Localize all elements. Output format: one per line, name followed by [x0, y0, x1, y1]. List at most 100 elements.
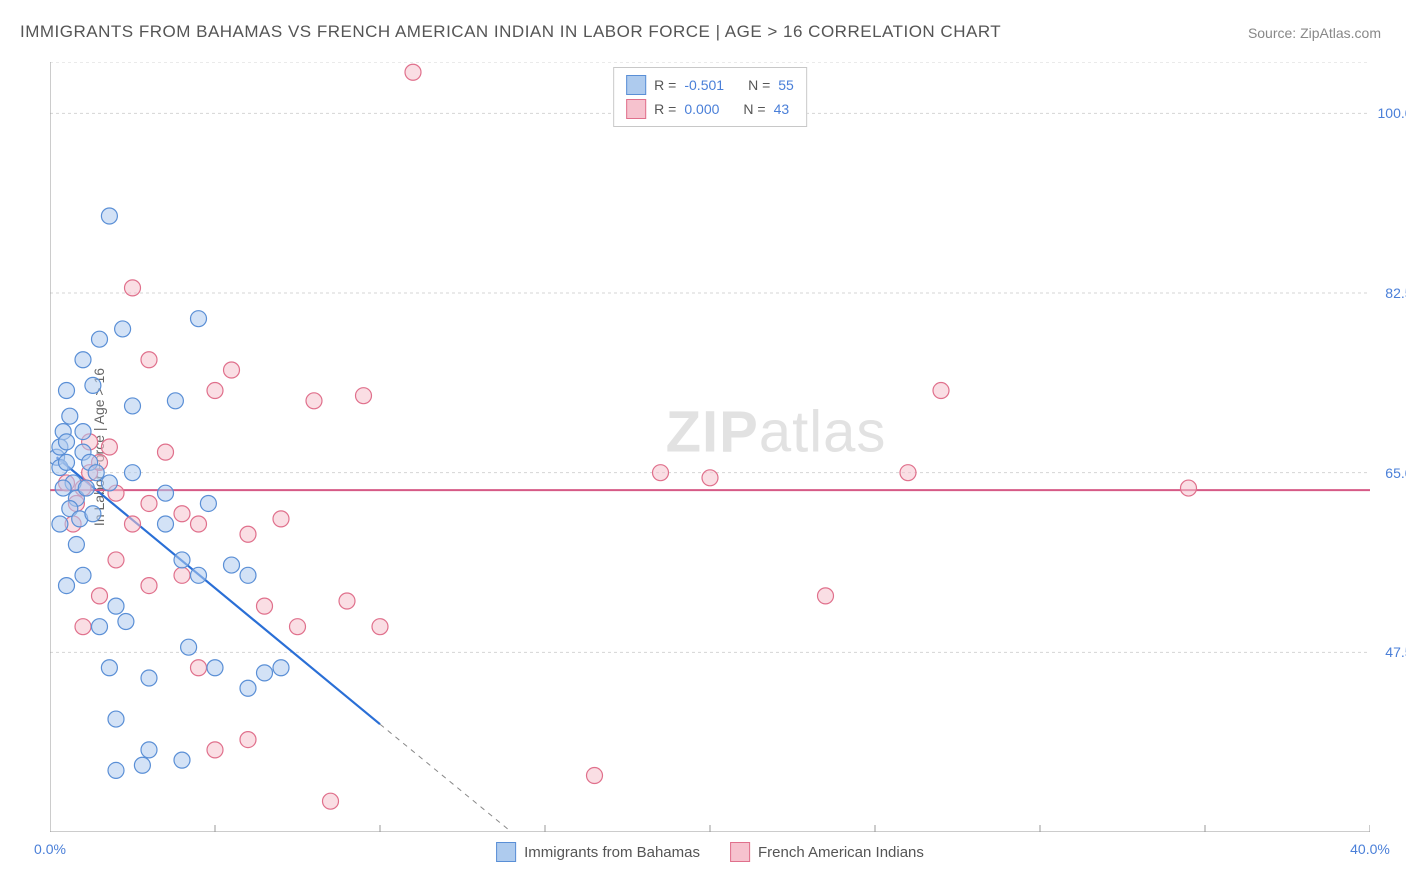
data-point — [224, 557, 240, 573]
data-point — [75, 619, 91, 635]
data-point — [653, 465, 669, 481]
x-tick-label: 0.0% — [34, 841, 66, 857]
data-point — [158, 485, 174, 501]
legend-swatch-1 — [626, 99, 646, 119]
data-point — [273, 511, 289, 527]
data-point — [125, 280, 141, 296]
data-point — [1181, 480, 1197, 496]
data-point — [134, 757, 150, 773]
data-point — [85, 377, 101, 393]
data-point — [92, 619, 108, 635]
data-point — [207, 742, 223, 758]
data-point — [587, 768, 603, 784]
legend-bottom-swatch-1 — [730, 842, 750, 862]
n-label: N = — [748, 77, 770, 93]
data-point — [191, 516, 207, 532]
n-value-1: 43 — [774, 101, 790, 117]
data-point — [101, 439, 117, 455]
data-point — [141, 495, 157, 511]
legend-bottom-label-0: Immigrants from Bahamas — [524, 844, 700, 861]
data-point — [240, 526, 256, 542]
data-point — [115, 321, 131, 337]
legend-bottom-item-0: Immigrants from Bahamas — [496, 842, 700, 862]
legend-bottom-label-1: French American Indians — [758, 844, 924, 861]
data-point — [141, 742, 157, 758]
r-value-0: -0.501 — [684, 77, 724, 93]
data-point — [339, 593, 355, 609]
data-point — [78, 480, 94, 496]
r-value-1: 0.000 — [684, 101, 719, 117]
data-point — [85, 506, 101, 522]
data-point — [92, 588, 108, 604]
data-point — [290, 619, 306, 635]
r-label: R = — [654, 101, 676, 117]
chart-title: IMMIGRANTS FROM BAHAMAS VS FRENCH AMERIC… — [20, 22, 1001, 42]
data-point — [818, 588, 834, 604]
legend-bottom-swatch-0 — [496, 842, 516, 862]
chart-area: In Labor Force | Age > 16 ZIPatlas 47.5%… — [50, 62, 1370, 832]
data-point — [191, 660, 207, 676]
data-point — [240, 732, 256, 748]
data-point — [101, 660, 117, 676]
data-point — [323, 793, 339, 809]
data-point — [59, 454, 75, 470]
source-label: Source: ZipAtlas.com — [1248, 25, 1381, 41]
legend-swatch-0 — [626, 75, 646, 95]
legend-row-0: R = -0.501 N = 55 — [626, 73, 794, 97]
data-point — [207, 383, 223, 399]
data-point — [356, 388, 372, 404]
data-point — [158, 444, 174, 460]
data-point — [62, 408, 78, 424]
data-point — [240, 567, 256, 583]
data-point — [141, 670, 157, 686]
data-point — [191, 311, 207, 327]
data-point — [167, 393, 183, 409]
y-tick-label: 65.0% — [1385, 465, 1406, 481]
data-point — [118, 614, 134, 630]
scatter-plot — [50, 62, 1370, 832]
data-point — [273, 660, 289, 676]
data-point — [257, 665, 273, 681]
data-point — [68, 537, 84, 553]
data-point — [174, 506, 190, 522]
data-point — [52, 516, 68, 532]
r-label: R = — [654, 77, 676, 93]
x-tick-label: 40.0% — [1350, 841, 1390, 857]
data-point — [88, 465, 104, 481]
data-point — [224, 362, 240, 378]
data-point — [372, 619, 388, 635]
data-point — [101, 208, 117, 224]
data-point — [108, 552, 124, 568]
data-point — [306, 393, 322, 409]
data-point — [158, 516, 174, 532]
data-point — [191, 567, 207, 583]
data-point — [207, 660, 223, 676]
data-point — [900, 465, 916, 481]
data-point — [59, 434, 75, 450]
data-point — [59, 578, 75, 594]
n-value-0: 55 — [778, 77, 794, 93]
data-point — [125, 398, 141, 414]
data-point — [141, 578, 157, 594]
data-point — [75, 567, 91, 583]
legend-top: R = -0.501 N = 55 R = 0.000 N = 43 — [613, 67, 807, 127]
data-point — [59, 383, 75, 399]
data-point — [92, 331, 108, 347]
y-tick-label: 47.5% — [1385, 644, 1406, 660]
data-point — [174, 752, 190, 768]
data-point — [125, 465, 141, 481]
legend-bottom-item-1: French American Indians — [730, 842, 924, 862]
data-point — [75, 424, 91, 440]
data-point — [200, 495, 216, 511]
data-point — [108, 598, 124, 614]
data-point — [933, 383, 949, 399]
y-tick-label: 82.5% — [1385, 285, 1406, 301]
data-point — [702, 470, 718, 486]
data-point — [141, 352, 157, 368]
data-point — [125, 516, 141, 532]
y-tick-label: 100.0% — [1378, 105, 1406, 121]
legend-bottom: Immigrants from Bahamas French American … — [496, 842, 924, 862]
data-point — [108, 711, 124, 727]
data-point — [405, 64, 421, 80]
data-point — [181, 639, 197, 655]
